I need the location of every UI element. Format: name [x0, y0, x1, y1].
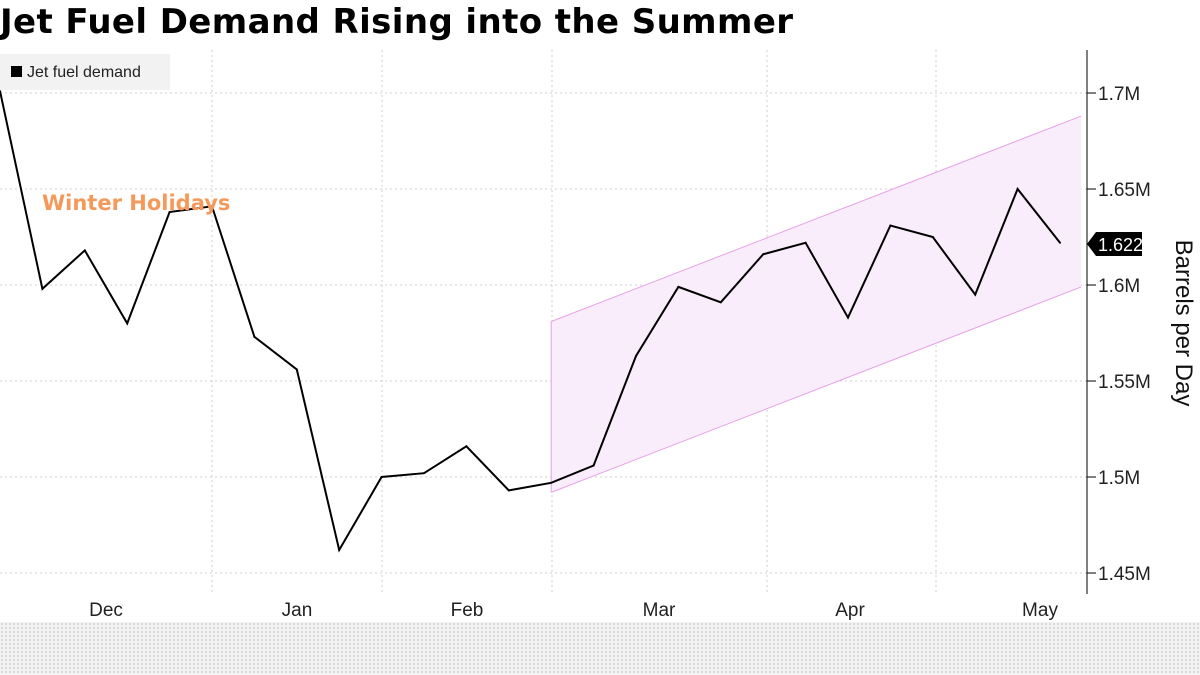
x-tick-label-5: May: [1022, 600, 1058, 621]
chart-title: Jet Fuel Demand Rising into the Summer: [0, 2, 794, 42]
x-tick-label-2: Feb: [451, 600, 484, 621]
trend-channel-fill: [551, 116, 1082, 493]
y-axis-title: Barrels per Day: [1170, 240, 1197, 407]
data-point-0: [0, 90, 1, 93]
data-point-15: [635, 355, 637, 358]
y-tick-label-5: 1.7M: [1098, 84, 1140, 105]
data-point-3: [126, 322, 129, 325]
trend-channel-lower-edge: [551, 286, 1082, 493]
data-point-5: [211, 205, 213, 208]
data-point-7: [295, 368, 298, 371]
data-point-20: [847, 316, 849, 319]
data-point-4: [168, 211, 171, 214]
data-point-24: [1016, 188, 1019, 190]
legend-swatch: [11, 66, 22, 77]
x-axis: Dec Jan Feb Mar Apr May: [89, 600, 1058, 621]
footer-band: [0, 622, 1200, 675]
y-tick-label-0: 1.45M: [1098, 564, 1151, 585]
y-axis: 1.45M 1.5M 1.55M 1.6M 1.65M 1.7M: [1086, 50, 1151, 594]
data-point-25: [1059, 241, 1061, 244]
data-point-17: [719, 301, 722, 304]
data-point-10: [423, 472, 425, 475]
x-tick-label-4: Apr: [835, 600, 865, 621]
data-point-9: [380, 476, 383, 478]
y-tick-label-2: 1.55M: [1098, 372, 1151, 393]
y-tick-label-4: 1.65M: [1098, 180, 1151, 201]
data-point-22: [931, 236, 934, 238]
data-point-19: [804, 241, 807, 244]
trend-channel-upper-edge: [551, 115, 1082, 322]
data-point-12: [507, 489, 510, 492]
data-point-13: [550, 481, 553, 484]
legend-box: [0, 54, 170, 90]
legend-label: Jet fuel demand: [27, 64, 141, 81]
series-jet-fuel-demand: [0, 90, 1061, 553]
last-value-badge: 1.622M: [1087, 232, 1158, 256]
annotation-winter-holidays: Winter Holidays: [42, 191, 230, 215]
data-point-18: [762, 253, 765, 256]
data-point-6: [253, 335, 256, 338]
x-tick-label-0: Dec: [89, 600, 123, 621]
data-point-11: [465, 445, 468, 448]
data-point-1: [41, 287, 44, 290]
series-line: [0, 90, 1061, 553]
x-tick-label-3: Mar: [643, 600, 676, 621]
legend: Jet fuel demand: [0, 54, 170, 90]
data-point-8: [338, 548, 341, 551]
data-point-23: [974, 293, 977, 296]
data-point-16: [677, 285, 680, 288]
trend-channel: [550, 115, 1082, 493]
y-tick-label-3: 1.6M: [1098, 276, 1140, 297]
badge-shape: [1087, 232, 1142, 256]
data-point-21: [889, 224, 892, 227]
y-tick-label-1: 1.5M: [1098, 468, 1140, 489]
x-tick-label-1: Jan: [282, 600, 313, 621]
badge-label: 1.622M: [1098, 235, 1158, 255]
data-point-2: [83, 249, 86, 252]
data-point-14: [592, 464, 595, 467]
